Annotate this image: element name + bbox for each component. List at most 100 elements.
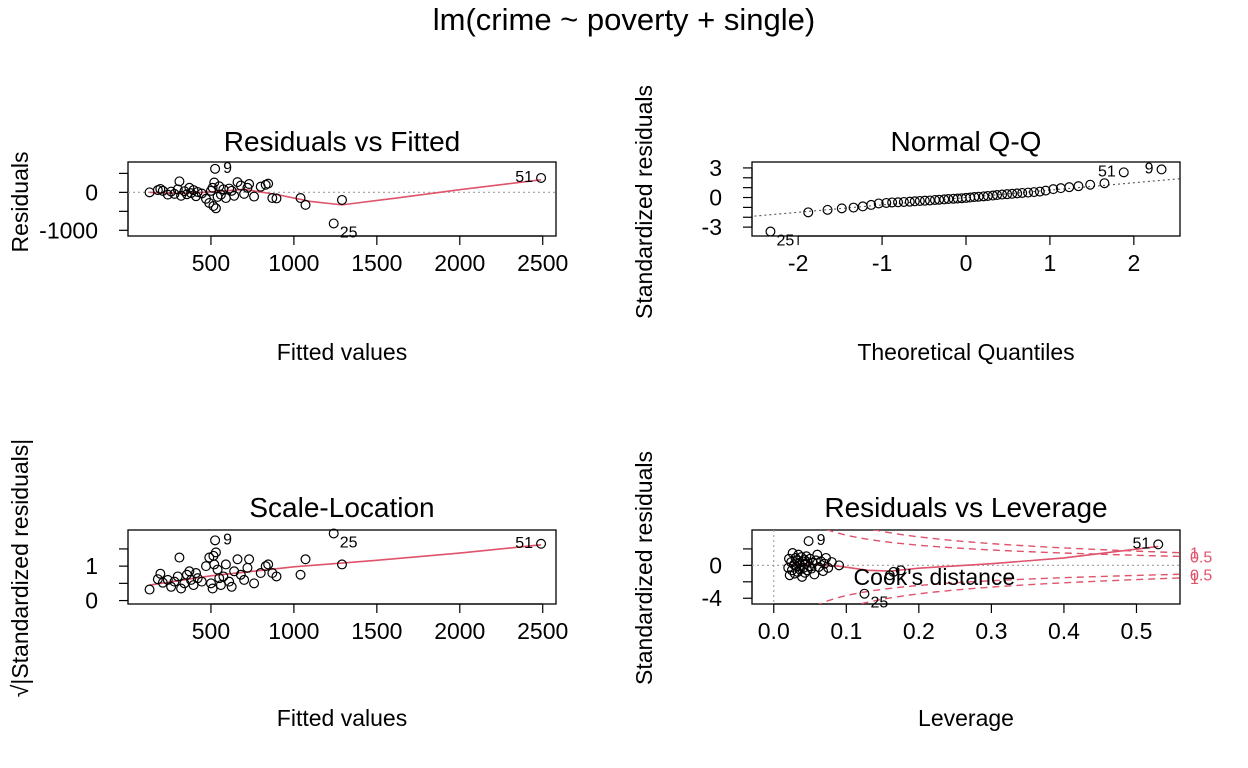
x-tick-label: 2: [1127, 250, 1140, 276]
panel-title: Scale-Location: [249, 492, 434, 523]
cooks-distance-legend: Cook's distance: [854, 564, 1016, 590]
y-tick-label: 3: [709, 155, 722, 181]
data-point: [884, 570, 895, 581]
qq-reference-line: [752, 178, 1180, 217]
y-axis-label: Residuals: [7, 152, 33, 253]
point-label: 51: [1132, 535, 1150, 552]
panel-scale-location: Scale-Location Fitted values √|Standardi…: [7, 439, 568, 731]
x-tick-label: 1000: [268, 250, 319, 276]
data-point: [809, 569, 820, 580]
y-tick-label: 0: [709, 185, 722, 211]
data-point: [155, 568, 166, 579]
data-point: [157, 577, 168, 588]
data-point: [823, 562, 834, 573]
data-point: [191, 568, 202, 579]
data-point: [992, 190, 1003, 201]
point-label: 25: [340, 534, 358, 551]
data-point: [235, 569, 246, 580]
y-tick-label: 1: [85, 553, 98, 579]
data-point: [186, 574, 197, 585]
figure-title: lm(crime ~ poverty + single): [433, 2, 815, 37]
data-point: [1007, 188, 1018, 199]
data-point: [881, 197, 892, 208]
data-point: [166, 186, 177, 197]
data-point: [834, 560, 845, 571]
data-point: [166, 581, 177, 592]
data-point: [207, 182, 218, 193]
data-point: [220, 559, 231, 570]
data-point: [300, 199, 311, 210]
data-point: [176, 583, 187, 594]
cooks-contour-label: 0.5: [1190, 549, 1212, 566]
data-point: [804, 561, 815, 572]
data-point: [337, 559, 348, 570]
data-point: [169, 576, 180, 587]
data-point: [1028, 187, 1039, 198]
y-axis-label: Standardized residuals: [631, 85, 657, 319]
cooks-contour-label: 1: [1190, 571, 1199, 588]
data-point: [244, 554, 255, 565]
data-point: [244, 179, 255, 190]
y-tick-label: -4: [702, 585, 723, 611]
data-point: [1023, 187, 1034, 198]
data-point: [765, 226, 776, 237]
data-point: [249, 191, 260, 202]
data-point: [263, 559, 274, 570]
data-point: [1040, 185, 1051, 196]
data-point: [155, 183, 166, 194]
data-point: [208, 201, 219, 212]
data-point: [226, 581, 237, 592]
panel-title: Residuals vs Leverage: [824, 492, 1107, 523]
y-axis-label: √|Standardized residuals|: [7, 439, 33, 698]
panel-title: Normal Q-Q: [891, 126, 1042, 157]
data-point: [895, 565, 906, 576]
y-tick-label: 0: [709, 552, 722, 578]
data-point: [295, 569, 306, 580]
cooks-distance-contour: [818, 573, 1180, 604]
data-point: [209, 559, 220, 570]
point-label: 25: [870, 595, 888, 612]
data-point: [232, 554, 243, 565]
data-point: [536, 172, 547, 183]
data-point: [207, 583, 218, 594]
x-tick-label: 1500: [351, 250, 402, 276]
data-point: [263, 178, 274, 189]
data-point: [224, 576, 235, 587]
data-point: [787, 548, 798, 559]
data-point: [887, 197, 898, 208]
data-point: [226, 185, 237, 196]
smooth-line: [149, 179, 542, 206]
data-point: [1099, 178, 1110, 189]
data-point: [172, 571, 183, 582]
data-point: [239, 574, 250, 585]
data-point: [873, 198, 884, 209]
data-point: [1048, 184, 1059, 195]
x-tick-label: 0: [960, 250, 973, 276]
data-point: [836, 203, 847, 214]
data-point: [205, 578, 216, 589]
data-point: [200, 561, 211, 572]
point-label: 9: [1145, 160, 1154, 177]
point-label: 25: [776, 233, 794, 250]
cooks-distance-contour: [826, 530, 1180, 558]
x-tick-label: 2500: [517, 250, 568, 276]
data-point: [196, 576, 207, 587]
data-point: [909, 196, 920, 207]
data-point: [255, 568, 266, 579]
x-tick-label: 1500: [351, 618, 402, 644]
cooks-distance-contour: [871, 530, 1180, 554]
data-point: [210, 163, 221, 174]
x-tick-label: 0.3: [975, 618, 1007, 644]
data-point: [271, 571, 282, 582]
x-tick-label: 2000: [434, 250, 485, 276]
y-axis-label: Standardized residuals: [631, 451, 657, 685]
data-point: [893, 197, 904, 208]
data-point: [242, 562, 253, 573]
x-tick-label: 1: [1044, 250, 1057, 276]
point-label: 25: [340, 224, 358, 241]
data-point: [215, 189, 226, 200]
y-tick-label: -3: [702, 214, 722, 240]
data-point: [162, 189, 173, 200]
point-label: 9: [223, 160, 232, 177]
